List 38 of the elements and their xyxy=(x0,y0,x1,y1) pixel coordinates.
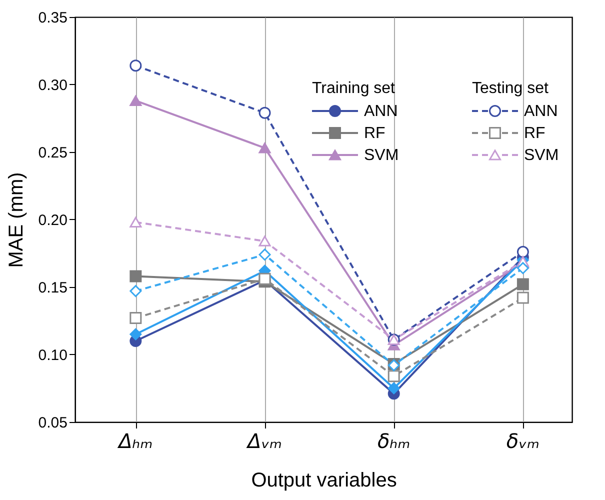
point xyxy=(130,216,142,228)
point xyxy=(388,382,400,394)
legend-label: RF xyxy=(524,125,546,142)
text: Training set xyxy=(312,80,395,97)
point xyxy=(516,278,529,290)
point xyxy=(130,95,142,106)
y-tick-label: 0.20 xyxy=(38,212,68,229)
point xyxy=(258,248,271,261)
point xyxy=(516,246,529,258)
point xyxy=(258,106,271,119)
y-tick-label: 0.15 xyxy=(38,280,68,296)
y-axis-title: MAE (mm) xyxy=(5,172,28,268)
y-tick-label: 0.30 xyxy=(38,77,68,94)
legend-label: RF xyxy=(364,125,386,142)
point xyxy=(130,270,142,282)
y-tick-label: 0.25 xyxy=(38,144,68,162)
y-tick-label: 0.35 xyxy=(38,10,68,26)
legend-label: SVM xyxy=(524,147,559,164)
legend-label: ANN xyxy=(364,103,398,120)
x-tick-label: Δᵥₘ xyxy=(246,429,282,453)
point xyxy=(388,370,400,382)
text: Testing set xyxy=(472,80,548,97)
y-tick-label: 0.10 xyxy=(38,347,68,364)
point xyxy=(258,236,271,246)
y-tick-label: 0.05 xyxy=(38,414,68,432)
point xyxy=(130,60,142,72)
point xyxy=(516,292,529,304)
x-tick-label: Δₕₘ xyxy=(116,429,153,453)
point xyxy=(516,262,529,274)
legend-label: ANN xyxy=(524,103,558,120)
x-tick-label: δₕₘ xyxy=(378,429,410,453)
point xyxy=(130,312,142,324)
legend-label: SVM xyxy=(364,147,399,164)
point xyxy=(130,328,142,340)
x-axis-title: Output variables xyxy=(251,470,397,492)
point xyxy=(130,285,142,298)
point xyxy=(258,142,271,154)
x-tick-label: δᵥₘ xyxy=(506,429,540,453)
